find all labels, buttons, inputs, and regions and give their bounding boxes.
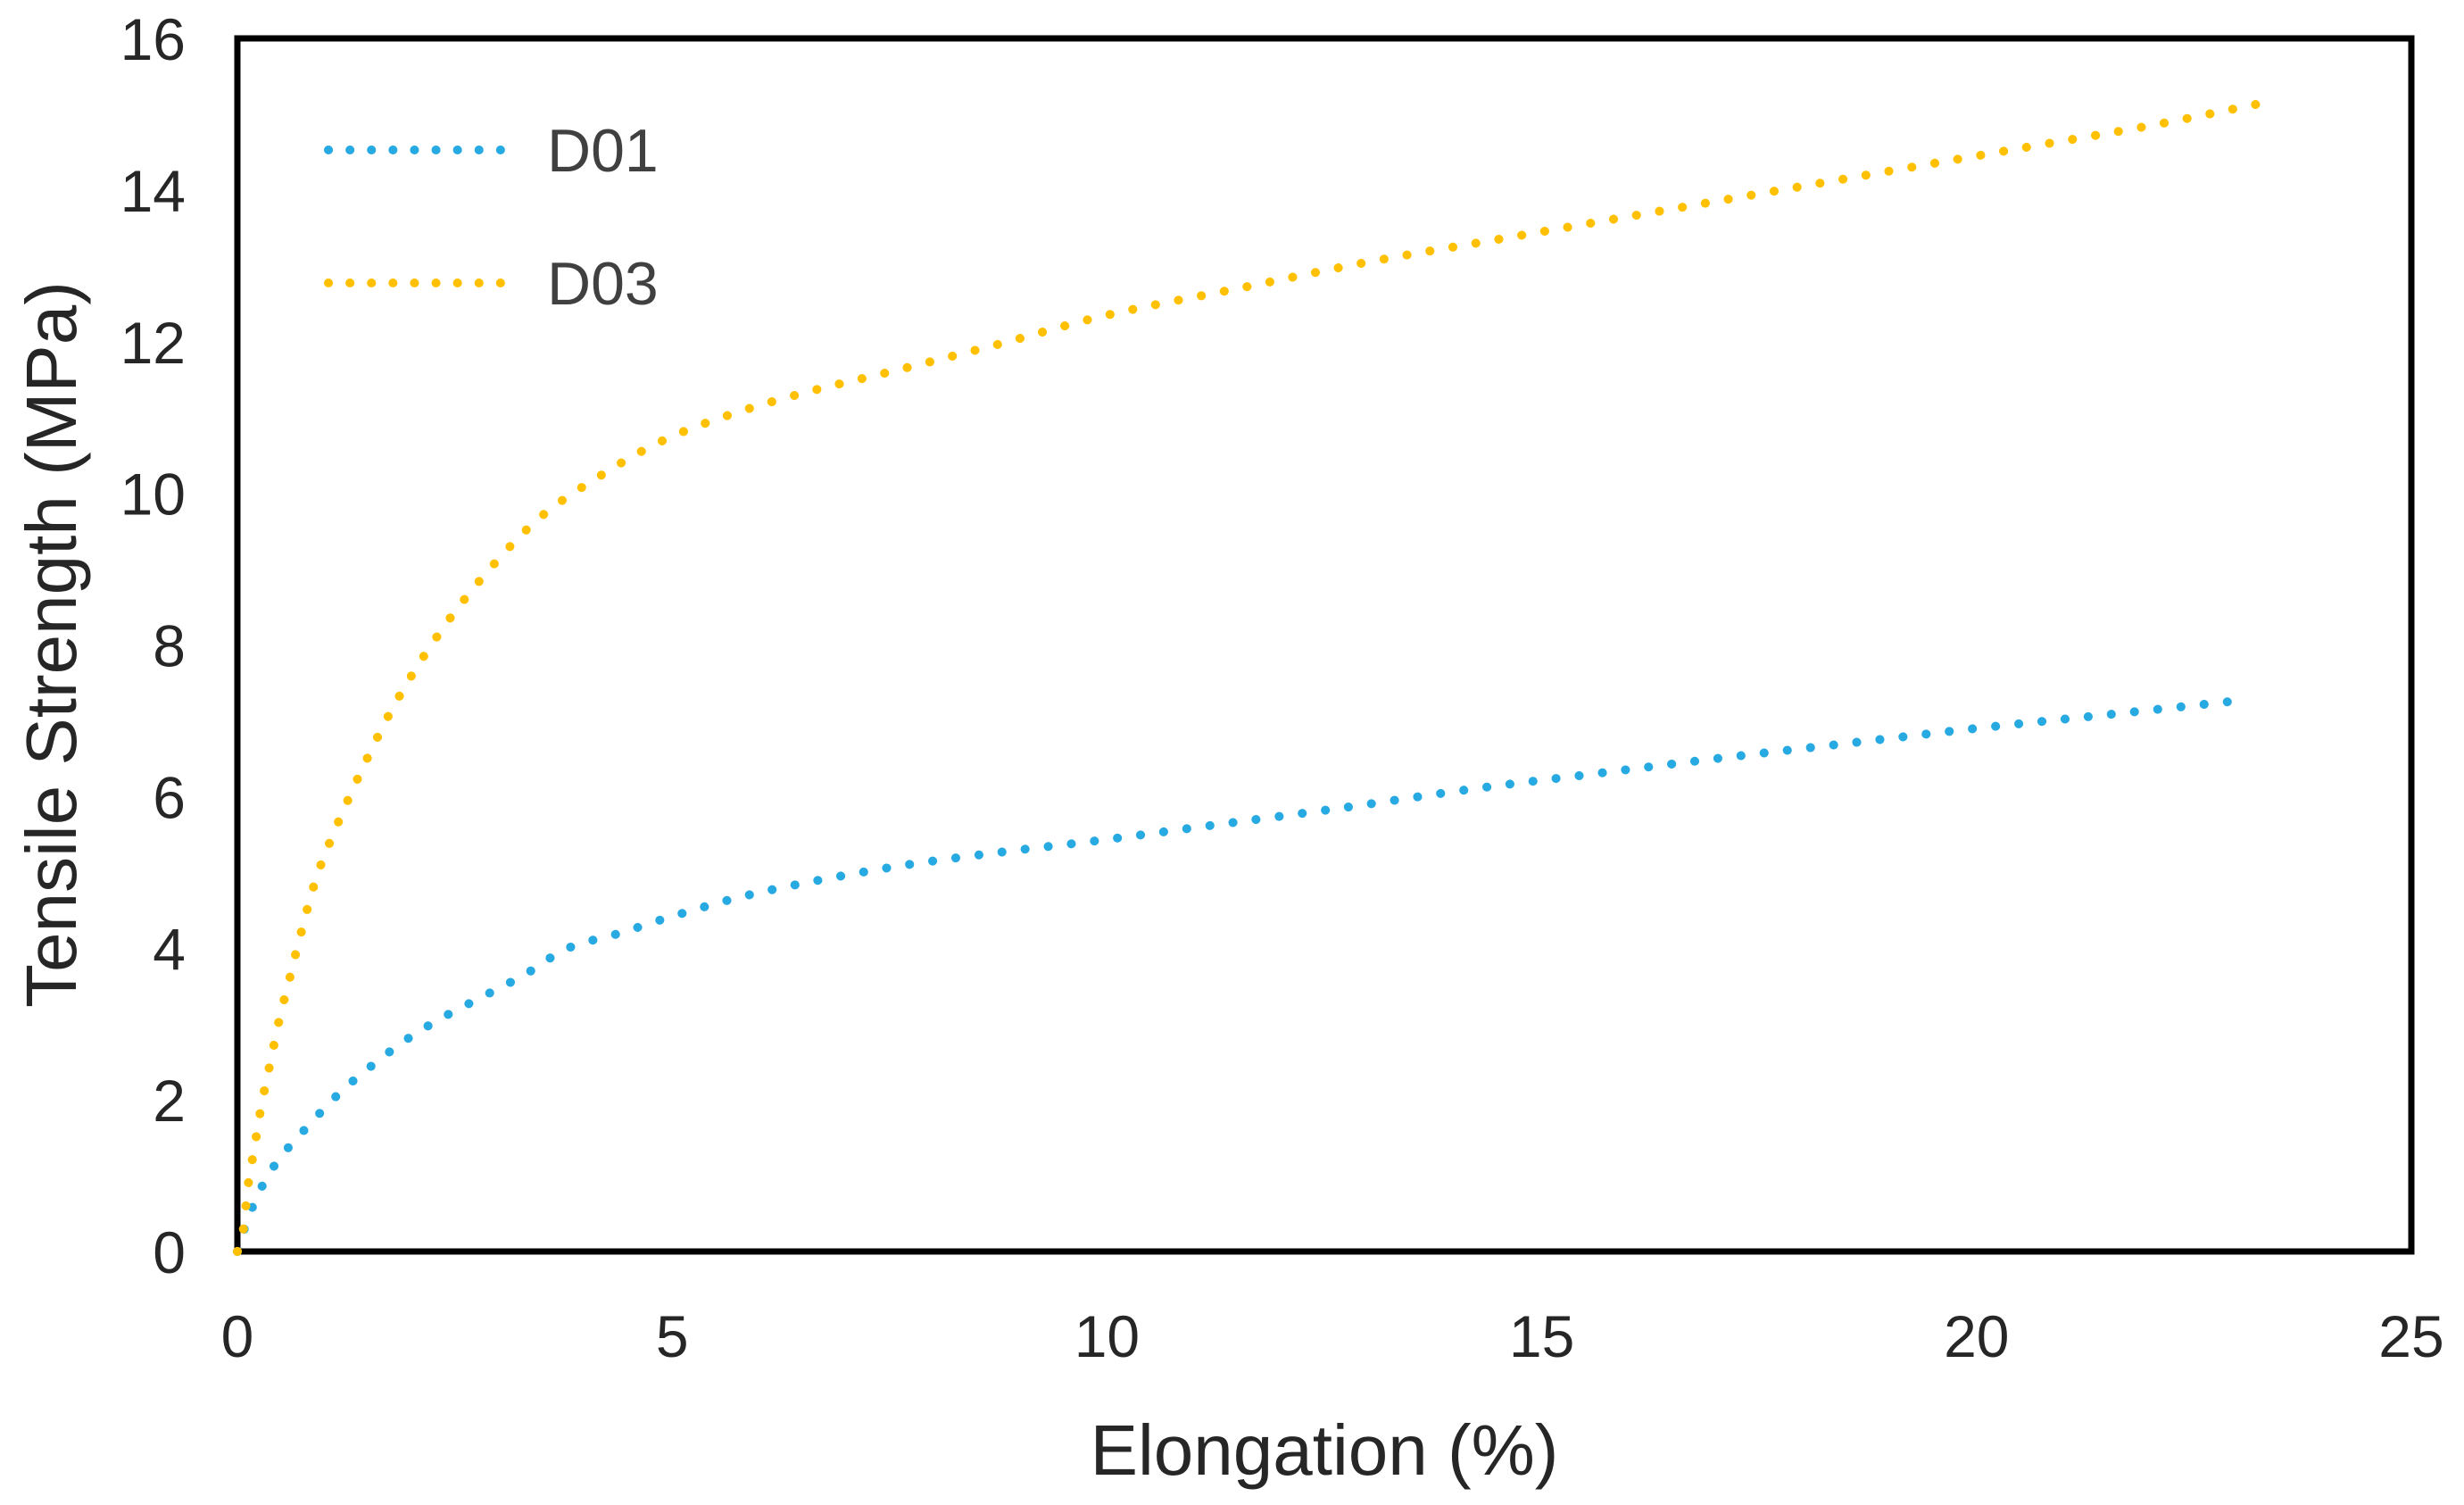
series-d01-curve <box>233 695 2246 1256</box>
legend-item-d01: D01 <box>324 117 659 185</box>
y-tick-label: 2 <box>153 1068 186 1134</box>
series-d03-curve <box>233 98 2269 1256</box>
y-tick-label: 10 <box>120 461 186 528</box>
legend-d01-label: D01 <box>547 117 659 185</box>
legend-item-d03: D03 <box>324 250 659 318</box>
x-tick-label: 10 <box>1074 1303 1140 1369</box>
y-axis-title: Tensile Strength (MPa) <box>12 281 91 1008</box>
y-tick-label: 6 <box>153 764 186 830</box>
x-tick-label: 20 <box>1944 1303 2009 1369</box>
legend: D01 D03 <box>324 117 659 318</box>
y-tick-label: 14 <box>120 158 186 224</box>
x-axis-title: Elongation (%) <box>1091 1410 1559 1490</box>
y-tick-label: 0 <box>153 1219 186 1285</box>
y-tick-label: 16 <box>120 6 186 72</box>
y-axis-tick-labels: 0 2 4 6 8 10 12 14 16 <box>120 6 186 1285</box>
x-tick-label: 0 <box>221 1303 254 1369</box>
data-series-group <box>233 98 2269 1256</box>
y-tick-label: 4 <box>153 916 186 982</box>
x-axis-tick-labels: 0 5 10 15 20 25 <box>221 1303 2444 1369</box>
legend-d03-label: D03 <box>547 250 659 318</box>
y-tick-label: 8 <box>153 613 186 679</box>
y-tick-label: 12 <box>120 310 186 376</box>
plot-area-border <box>234 35 2415 1255</box>
x-tick-label: 15 <box>1509 1303 1574 1369</box>
x-tick-label: 25 <box>2378 1303 2443 1369</box>
x-tick-label: 5 <box>656 1303 689 1369</box>
